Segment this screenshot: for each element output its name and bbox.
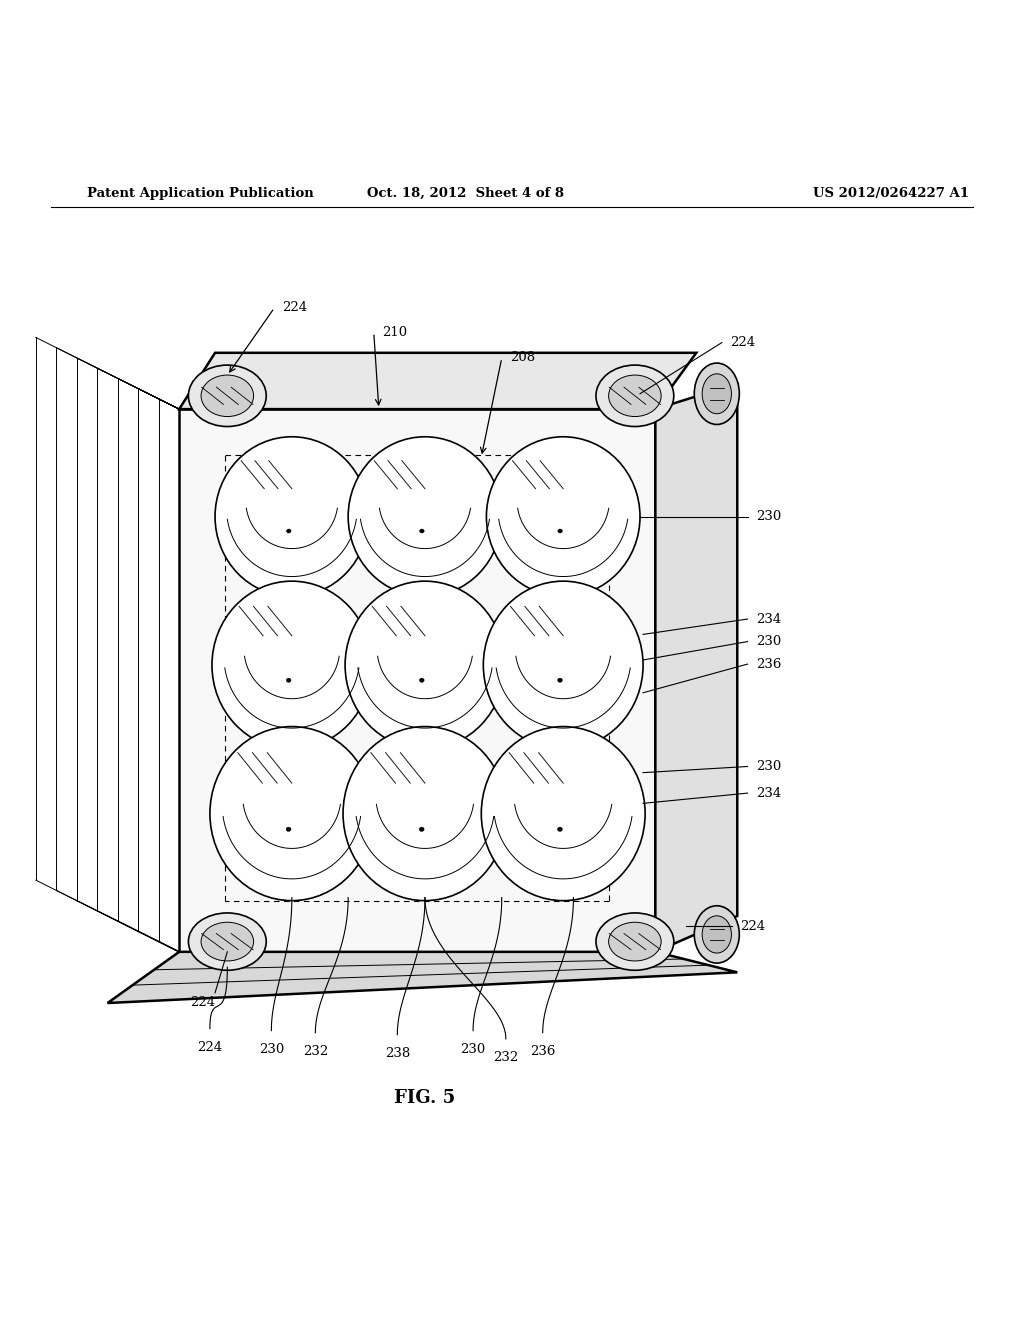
Text: US 2012/0264227 A1: US 2012/0264227 A1 xyxy=(813,186,969,199)
Ellipse shape xyxy=(702,916,731,953)
Polygon shape xyxy=(108,952,737,1003)
Text: 224: 224 xyxy=(190,995,215,1008)
Text: FIG. 5: FIG. 5 xyxy=(394,1089,456,1107)
Text: 208: 208 xyxy=(510,351,536,364)
Text: 230: 230 xyxy=(756,510,781,523)
Text: 238: 238 xyxy=(385,1047,410,1060)
Ellipse shape xyxy=(420,678,424,682)
Text: 232: 232 xyxy=(494,1051,518,1064)
Ellipse shape xyxy=(694,906,739,964)
Ellipse shape xyxy=(188,913,266,970)
Ellipse shape xyxy=(558,678,562,682)
Ellipse shape xyxy=(608,923,662,961)
Ellipse shape xyxy=(212,581,372,748)
Text: 234: 234 xyxy=(756,612,781,626)
Ellipse shape xyxy=(481,726,645,900)
Text: 224: 224 xyxy=(730,337,756,348)
Ellipse shape xyxy=(343,726,507,900)
Text: 210: 210 xyxy=(382,326,408,339)
Text: 230: 230 xyxy=(259,1043,284,1056)
Polygon shape xyxy=(655,384,737,952)
Text: 224: 224 xyxy=(283,301,308,314)
Text: 236: 236 xyxy=(530,1045,555,1059)
Ellipse shape xyxy=(596,366,674,426)
Ellipse shape xyxy=(558,529,562,533)
Ellipse shape xyxy=(702,374,731,413)
Text: 230: 230 xyxy=(756,760,781,774)
Text: 230: 230 xyxy=(461,1043,485,1056)
Polygon shape xyxy=(179,352,696,409)
Ellipse shape xyxy=(286,828,291,832)
Ellipse shape xyxy=(287,529,291,533)
Ellipse shape xyxy=(348,437,502,597)
Ellipse shape xyxy=(420,529,424,533)
Text: Patent Application Publication: Patent Application Publication xyxy=(87,186,313,199)
Text: 236: 236 xyxy=(756,657,781,671)
Text: 224: 224 xyxy=(198,1041,222,1053)
Ellipse shape xyxy=(201,923,254,961)
Text: Oct. 18, 2012  Sheet 4 of 8: Oct. 18, 2012 Sheet 4 of 8 xyxy=(368,186,564,199)
Text: 230: 230 xyxy=(756,635,781,648)
Ellipse shape xyxy=(557,828,562,832)
Ellipse shape xyxy=(419,828,424,832)
Text: 232: 232 xyxy=(303,1045,328,1059)
Text: 234: 234 xyxy=(756,787,781,800)
Ellipse shape xyxy=(483,581,643,748)
Ellipse shape xyxy=(486,437,640,597)
Ellipse shape xyxy=(596,913,674,970)
Polygon shape xyxy=(179,409,655,952)
Ellipse shape xyxy=(287,678,291,682)
Ellipse shape xyxy=(210,726,374,900)
Ellipse shape xyxy=(188,366,266,426)
Text: 224: 224 xyxy=(740,920,766,933)
Ellipse shape xyxy=(345,581,505,748)
Ellipse shape xyxy=(694,363,739,425)
Ellipse shape xyxy=(608,375,662,417)
Ellipse shape xyxy=(215,437,369,597)
Ellipse shape xyxy=(201,375,254,417)
